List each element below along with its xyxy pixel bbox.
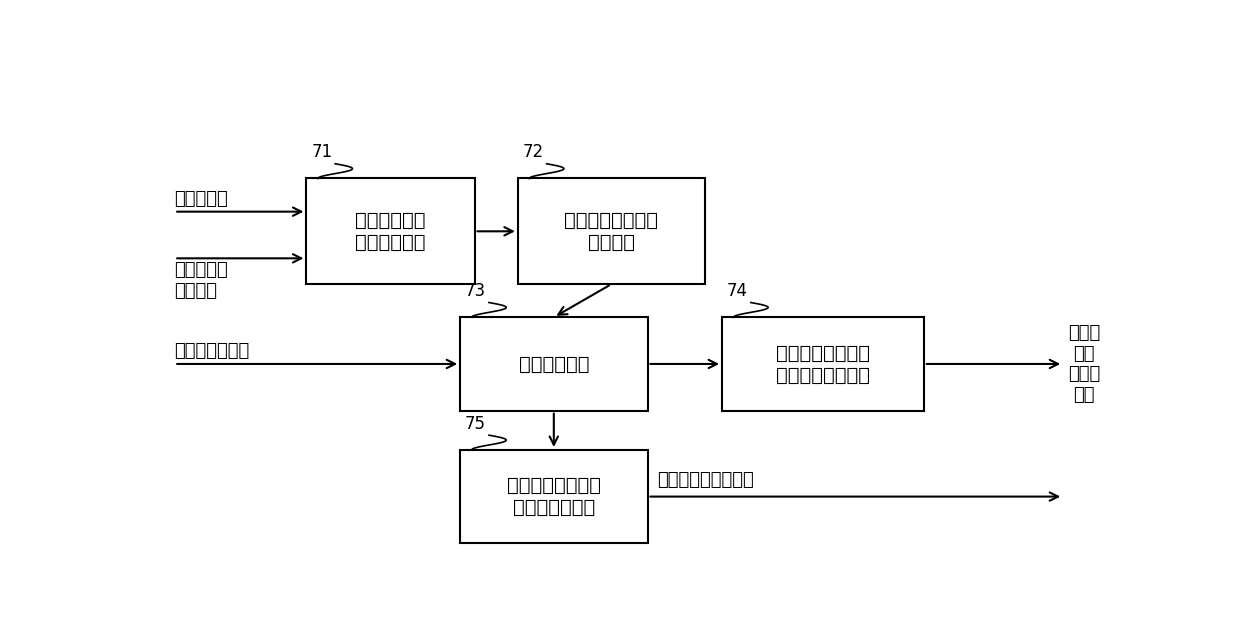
- Text: 74: 74: [727, 282, 748, 300]
- Bar: [306, 179, 475, 284]
- Text: 75: 75: [465, 415, 486, 433]
- Bar: [518, 179, 706, 284]
- Bar: [460, 317, 647, 411]
- Text: 细节点局部
方向描述: 细节点局部 方向描述: [174, 261, 228, 300]
- Text: 测试细节点平均相
似度分数计算单元: 测试细节点平均相 似度分数计算单元: [776, 343, 870, 385]
- Text: 72: 72: [522, 144, 543, 161]
- Text: 方向场平均距离分数: 方向场平均距离分数: [657, 471, 754, 489]
- Text: 71: 71: [311, 144, 332, 161]
- Bar: [460, 450, 647, 544]
- Text: 测试对准初始点对
选取单元: 测试对准初始点对 选取单元: [564, 211, 658, 252]
- Text: 73: 73: [465, 282, 486, 300]
- Text: 测试对准单元: 测试对准单元: [518, 355, 589, 373]
- Text: 细节点
平均
相似度
分数: 细节点 平均 相似度 分数: [1068, 323, 1100, 404]
- Text: 测试细节点相
似度计算单元: 测试细节点相 似度计算单元: [355, 211, 425, 252]
- Text: 测试方向场平均距
离分数计算单元: 测试方向场平均距 离分数计算单元: [507, 476, 601, 517]
- Text: 指纹方向场图像: 指纹方向场图像: [174, 342, 249, 360]
- Text: 细节点信息: 细节点信息: [174, 189, 228, 208]
- Bar: [722, 317, 924, 411]
